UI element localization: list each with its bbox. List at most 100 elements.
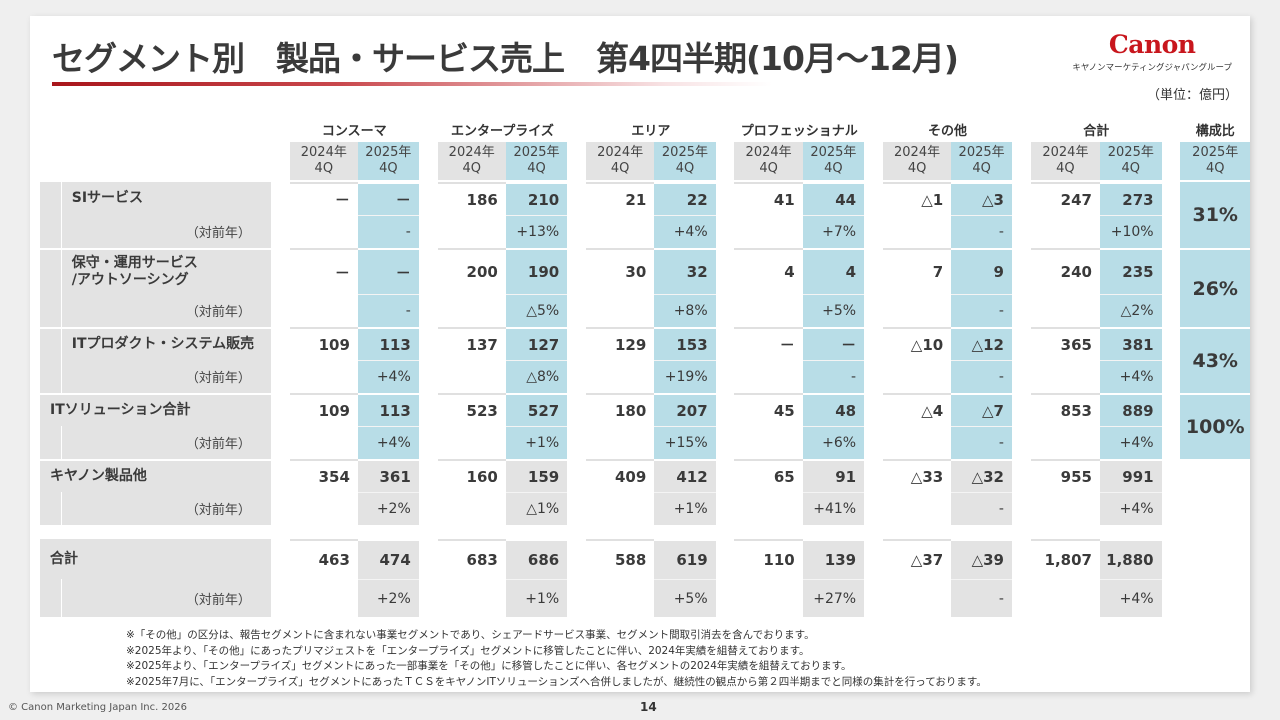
value-2025: 361	[357, 459, 419, 492]
yoy-value: +2%	[357, 579, 419, 617]
yoy-value: +19%	[654, 360, 716, 393]
column-gap	[418, 116, 438, 142]
empty-cell	[290, 215, 358, 248]
footnote: ※2025年7月に、「エンタープライズ」セグメントにあったＴＣＳをキヤノンITソ…	[126, 675, 987, 688]
column-gap	[418, 459, 438, 492]
value-2025: 889	[1099, 393, 1162, 426]
column-gap	[864, 327, 883, 360]
yoy-label: （対前年）	[60, 426, 271, 459]
empty-cell	[586, 426, 654, 459]
value-2025: 527	[505, 393, 568, 426]
empty-cell	[438, 294, 506, 327]
period-header: 2024年 4Q	[1030, 142, 1100, 182]
period-year: 2024年	[448, 145, 495, 160]
yoy-value: +4%	[1099, 579, 1162, 617]
value-2024: 853	[1030, 393, 1100, 426]
value-2024: △1	[882, 182, 952, 215]
period-quarter: 4Q	[379, 161, 398, 176]
column-gap	[864, 393, 883, 426]
column-gap	[864, 579, 883, 617]
value-2024: △33	[882, 459, 952, 492]
column-gap	[1161, 393, 1181, 426]
empty-cell	[586, 294, 654, 327]
empty-cell	[883, 294, 951, 327]
corner-cell	[40, 142, 271, 182]
yoy-row: （対前年） +2% △1% +1% +41% - +4%	[40, 492, 1250, 525]
value-2025: △39	[951, 539, 1012, 579]
column-gap	[715, 116, 735, 142]
value-2025: 210	[505, 182, 568, 215]
period-header-row: 2024年 4Q 2025年 4Q 2024年 4Q 2025年 4Q 2024年 4Q 2025年…	[40, 142, 1250, 182]
period-year: 2025年	[661, 145, 708, 160]
row-label: キヤノン製品他	[40, 459, 271, 492]
column-gap	[864, 248, 883, 294]
value-2024: △37	[882, 539, 952, 579]
row-label: SIサービス	[60, 182, 271, 215]
value-2024: 683	[437, 539, 506, 579]
yoy-value: -	[951, 294, 1012, 327]
yoy-value: +1%	[505, 579, 568, 617]
empty-cell	[290, 579, 358, 617]
empty-cell	[586, 579, 654, 617]
value-2024: 240	[1030, 248, 1100, 294]
yoy-value: △1%	[505, 492, 568, 525]
value-2024: 21	[586, 182, 655, 215]
empty-cell	[734, 492, 802, 525]
column-gap	[715, 360, 735, 393]
value-2025: △7	[951, 393, 1012, 426]
yoy-value: +6%	[802, 426, 865, 459]
row-label: ITプロダクト・システム販売	[60, 327, 271, 360]
column-gap	[418, 182, 438, 215]
value-2025: 474	[357, 539, 419, 579]
column-gap	[270, 459, 290, 492]
column-gap	[1161, 116, 1181, 142]
table-row: ITプロダクト・システム販売 109 113 137 127 129 153 －－ △10 △12…	[40, 327, 1250, 393]
period-year: 2025年	[1107, 145, 1154, 160]
column-gap	[270, 426, 290, 459]
yoy-value: +4%	[357, 426, 419, 459]
value-2024: 180	[586, 393, 655, 426]
row-label: ITソリューション合計	[40, 393, 271, 426]
value-2025: －	[802, 327, 865, 360]
yoy-label: （対前年）	[60, 294, 271, 327]
column-gap	[418, 248, 438, 294]
value-2024: 588	[586, 539, 655, 579]
value-2025: 991	[1099, 459, 1162, 492]
column-gap	[270, 579, 290, 617]
period-header: 2025年 4Q	[802, 142, 865, 182]
yoy-label: （対前年）	[60, 579, 271, 617]
segment-header-row: コンスーマ エンタープライズ エリア プロフェッショナル その他 合計 構成比	[40, 116, 1250, 142]
period-header: 2024年 4Q	[734, 142, 803, 182]
column-gap	[270, 393, 290, 426]
yoy-value: -	[951, 492, 1012, 525]
column-gap	[864, 492, 883, 525]
table-row: ITソリューション合計 109 113 523 527 180 207 45 48 △4 △7 853…	[40, 393, 1250, 459]
column-gap	[270, 215, 290, 248]
column-gap	[567, 327, 587, 360]
value-2025: 9	[951, 248, 1012, 294]
empty-cell	[438, 492, 506, 525]
spacer-row	[40, 525, 1250, 539]
segment-title: その他	[927, 123, 967, 139]
value-2025: 412	[654, 459, 716, 492]
empty-cell	[290, 492, 358, 525]
yoy-value: +10%	[1099, 215, 1162, 248]
yoy-value: +4%	[654, 215, 716, 248]
column-gap	[270, 360, 290, 393]
column-gap	[270, 248, 290, 294]
column-gap	[567, 116, 587, 142]
column-gap	[1161, 579, 1181, 617]
empty-cell	[586, 492, 654, 525]
empty-cell	[290, 294, 358, 327]
value-2024: 110	[734, 539, 803, 579]
footnotes: ※「その他」の区分は、報告セグメントに含まれない事業セグメントであり、シェアード…	[126, 628, 987, 690]
column-gap	[1011, 215, 1031, 248]
period-year: 2025年	[513, 145, 560, 160]
column-gap	[864, 426, 883, 459]
corner-cell	[40, 116, 271, 142]
column-gap	[418, 539, 438, 579]
footnote: ※2025年より、「その他」にあったプリマジェストを「エンタープライズ」セグメン…	[126, 644, 810, 657]
empty-cell	[586, 215, 654, 248]
value-2024: △4	[882, 393, 952, 426]
column-gap	[1161, 294, 1181, 327]
